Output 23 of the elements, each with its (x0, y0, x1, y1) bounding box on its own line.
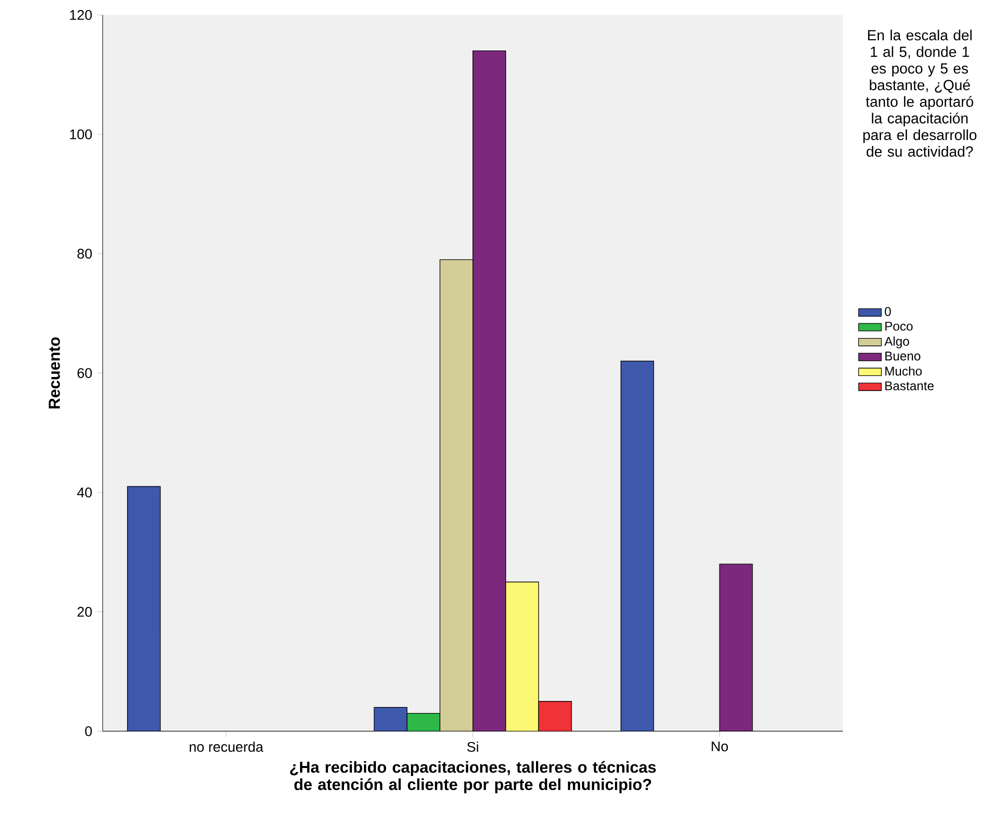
legend-label: Algo (884, 336, 910, 348)
legend-label: Bastante (885, 382, 934, 390)
y-tick-label: 40 (77, 488, 92, 498)
y-tick-label: 80 (77, 248, 92, 259)
bar (127, 486, 161, 732)
y-axis-title: Recuento (48, 337, 60, 408)
y-tick-label: 120 (70, 10, 92, 20)
y-tick-label: 60 (78, 368, 92, 378)
x-tick-label: No (712, 742, 728, 752)
bar (472, 50, 506, 732)
bar (719, 564, 753, 732)
legend-label: 0 (884, 307, 891, 316)
x-tick-label: Si (467, 742, 478, 752)
y-tick-label: 0 (85, 726, 92, 736)
y-tick-label: 20 (78, 606, 92, 617)
bar (620, 360, 654, 732)
y-tick-label: 100 (70, 129, 92, 140)
x-tick-label: no recuerda (190, 742, 264, 752)
legend-title: En la escala del 1 al 5, donde 1 es poco y 5 es bastante, ¿Qué tanto le aportaró la capacitación para el desarrollo de su actividad? (863, 30, 976, 157)
legend-label: Bueno (885, 352, 920, 361)
legend-label: Mucho (885, 366, 922, 376)
legend-label: Poco (885, 322, 913, 331)
x-axis-title: ¿Ha recibido capacitaciones, talleres o técnicas de atención al cliente por parte del municipio? (290, 761, 656, 794)
